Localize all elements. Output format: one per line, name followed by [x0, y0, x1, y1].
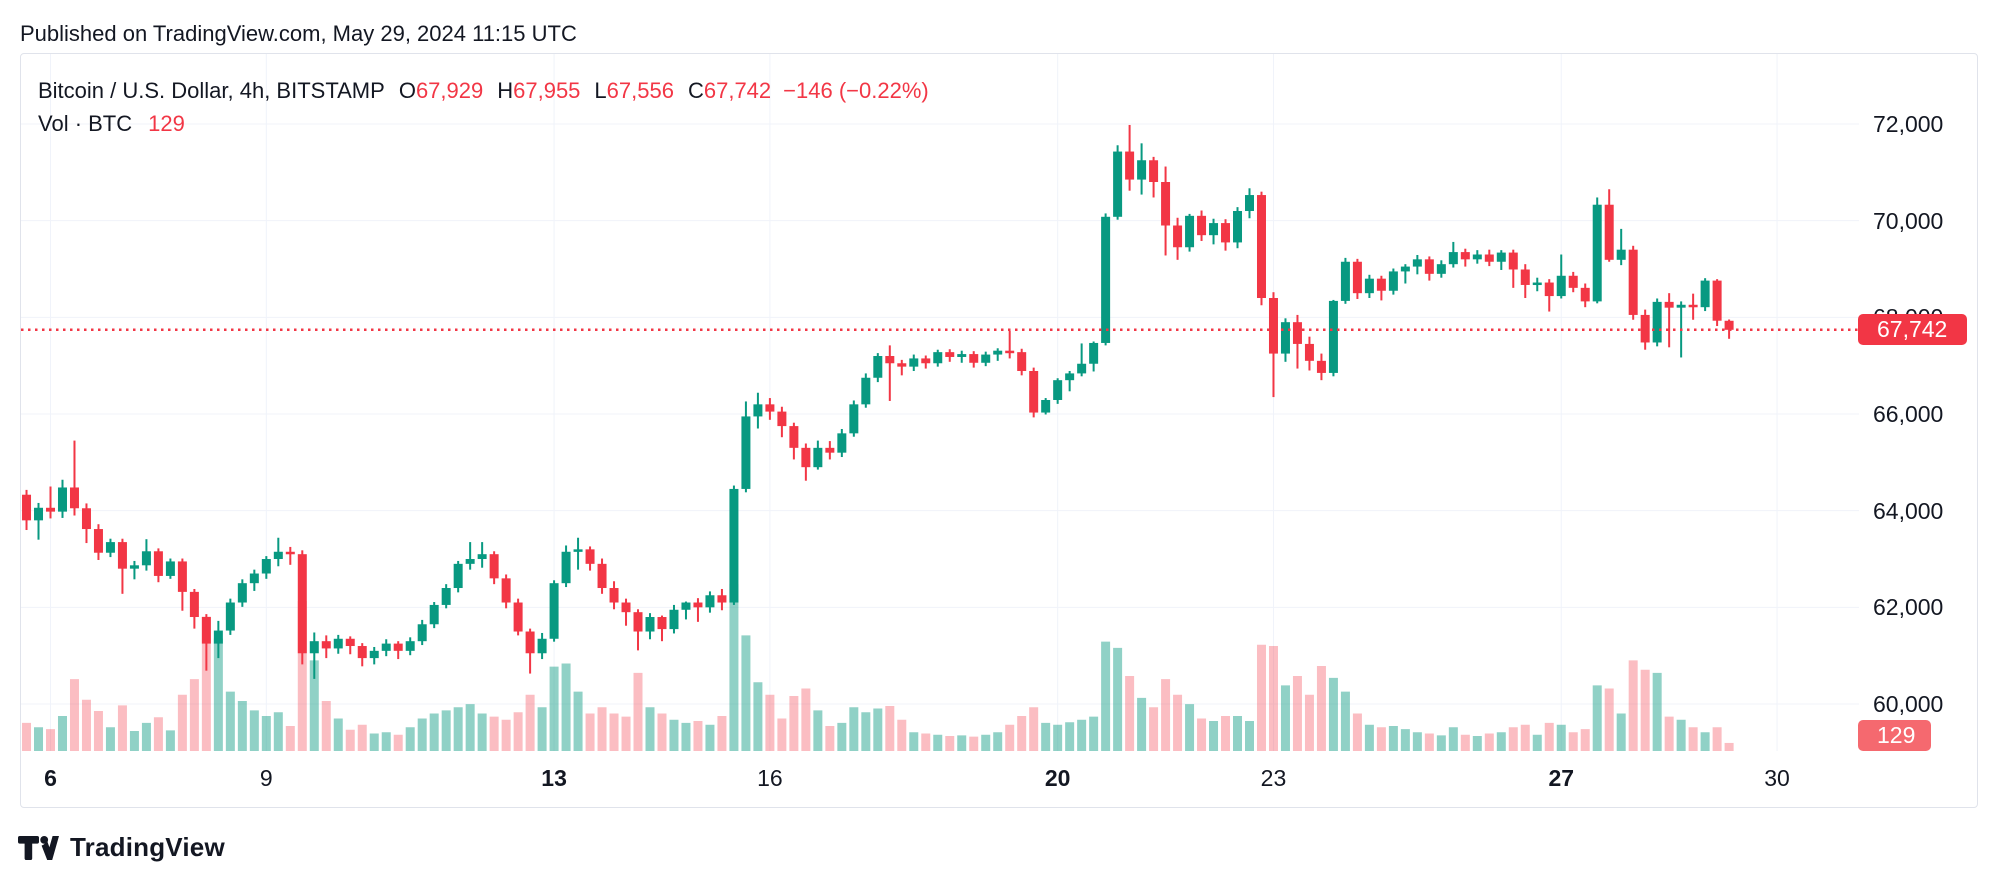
volume-row: Vol · BTC 129 — [38, 107, 929, 140]
volume-label: Vol · BTC — [38, 111, 133, 136]
symbol-ohlc-row: Bitcoin / U.S. Dollar, 4h, BITSTAMP O67,… — [38, 74, 929, 107]
tradingview-logo-icon — [18, 835, 59, 860]
tradingview-wordmark: TradingView — [70, 832, 225, 862]
candle-layer — [22, 124, 1734, 679]
ohlc-high: H67,955 — [497, 78, 581, 103]
price-tick-label: 62,000 — [1873, 594, 1944, 621]
ohlc-close: C67,742 — [687, 78, 772, 103]
time-tick-label: 6 — [44, 765, 57, 791]
last-price-value: 67,742 — [1877, 316, 1948, 343]
last-price-badge: 67,742 — [1858, 314, 1967, 346]
candlestick-chart[interactable] — [21, 54, 1977, 807]
last-volume-value: 129 — [1877, 722, 1916, 748]
time-tick-label: 20 — [1044, 765, 1071, 791]
last-volume-badge: 129 — [1858, 720, 1931, 751]
price-tick-label: 70,000 — [1873, 207, 1944, 234]
ohlc-open: O67,929 — [398, 78, 484, 103]
volume-layer — [22, 584, 1734, 751]
price-tick-label: 66,000 — [1873, 401, 1944, 427]
ohlc-low: L67,556 — [594, 78, 674, 103]
volume-value: 129 — [148, 111, 185, 136]
price-tick-label: 60,000 — [1873, 691, 1944, 718]
chart-legend: Bitcoin / U.S. Dollar, 4h, BITSTAMP O67,… — [38, 74, 929, 140]
time-tick-label: 16 — [757, 765, 783, 791]
time-tick-label: 23 — [1260, 765, 1287, 791]
grid-layer — [21, 54, 1859, 751]
price-axis[interactable]: 72,00070,00068,00066,00064,00062,00060,0… — [21, 54, 1977, 807]
symbol-title: Bitcoin / U.S. Dollar, 4h, BITSTAMP — [38, 78, 385, 103]
price-tick-label: 64,000 — [1873, 497, 1944, 524]
chart-card: Bitcoin / U.S. Dollar, 4h, BITSTAMP O67,… — [20, 53, 1978, 808]
time-axis[interactable]: 6 9 13 16 20 23 27 30 — [21, 54, 1977, 807]
time-tick-label: 13 — [541, 765, 567, 791]
footer: TradingView — [18, 832, 225, 863]
price-tick-label: 72,000 — [1873, 111, 1944, 137]
time-tick-label: 9 — [259, 765, 273, 791]
price-change: −146 (−0.22%) — [783, 78, 929, 103]
time-tick-label: 30 — [1764, 765, 1790, 791]
published-caption: Published on TradingView.com, May 29, 20… — [20, 21, 577, 46]
time-tick-label: 27 — [1548, 765, 1575, 791]
